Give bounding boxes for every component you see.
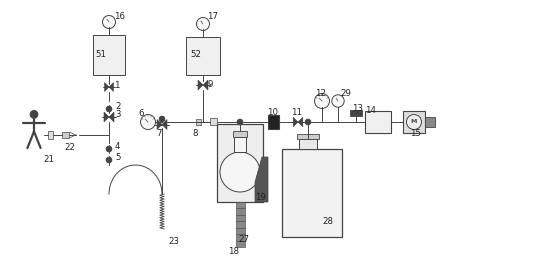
Text: 6: 6: [138, 109, 143, 118]
Circle shape: [102, 15, 116, 29]
Text: 23: 23: [168, 236, 179, 245]
Polygon shape: [157, 120, 162, 130]
Polygon shape: [104, 112, 109, 122]
Polygon shape: [198, 80, 203, 90]
Circle shape: [196, 17, 210, 31]
Text: 4: 4: [115, 142, 121, 151]
Polygon shape: [298, 117, 303, 127]
Text: 10: 10: [267, 108, 278, 117]
Bar: [236, 234, 244, 241]
Text: 28: 28: [322, 217, 333, 226]
Bar: [350, 110, 362, 116]
Circle shape: [106, 157, 112, 163]
Circle shape: [315, 94, 330, 108]
Bar: [210, 118, 217, 125]
Text: 1: 1: [114, 81, 119, 90]
Text: 8: 8: [192, 130, 197, 139]
Bar: [425, 117, 435, 127]
Circle shape: [332, 95, 344, 107]
Text: 5: 5: [115, 152, 121, 161]
Text: 19: 19: [255, 192, 266, 201]
Bar: [217, 124, 263, 202]
Circle shape: [406, 115, 421, 130]
Text: 18: 18: [228, 247, 239, 256]
Bar: [236, 221, 244, 228]
Bar: [233, 131, 247, 137]
Bar: [403, 111, 425, 133]
Polygon shape: [255, 157, 268, 202]
Text: 15: 15: [410, 130, 421, 139]
Bar: [196, 119, 201, 125]
Text: 27: 27: [238, 235, 249, 244]
Text: 21: 21: [43, 154, 54, 163]
Text: 16: 16: [114, 13, 125, 22]
Bar: [236, 208, 244, 215]
Bar: [236, 241, 244, 247]
Bar: [93, 35, 125, 75]
Bar: [236, 202, 244, 208]
Polygon shape: [109, 82, 113, 91]
Polygon shape: [162, 120, 167, 130]
Text: 14: 14: [365, 106, 376, 115]
Bar: [236, 228, 244, 234]
Circle shape: [305, 119, 311, 125]
Bar: [297, 134, 319, 139]
Bar: [299, 139, 317, 149]
Circle shape: [159, 116, 165, 122]
Bar: [236, 215, 244, 221]
Circle shape: [30, 111, 38, 118]
Text: 2: 2: [115, 103, 121, 112]
Polygon shape: [105, 82, 109, 91]
Text: 51: 51: [95, 50, 106, 60]
Polygon shape: [109, 112, 114, 122]
Bar: [62, 132, 69, 138]
Bar: [282, 149, 342, 237]
Circle shape: [220, 152, 260, 192]
Text: 9: 9: [208, 80, 213, 89]
Bar: [365, 111, 391, 133]
Text: 11: 11: [291, 108, 302, 117]
Text: 13: 13: [352, 105, 363, 114]
Text: 3: 3: [115, 111, 121, 120]
Text: 17: 17: [207, 13, 218, 22]
Circle shape: [237, 119, 243, 125]
Text: 22: 22: [64, 143, 75, 152]
Polygon shape: [293, 117, 298, 127]
Text: 29: 29: [340, 89, 351, 98]
Text: 7: 7: [156, 128, 161, 137]
Polygon shape: [203, 80, 208, 90]
Bar: [186, 37, 220, 75]
Circle shape: [140, 115, 155, 130]
Circle shape: [106, 146, 112, 152]
Bar: [48, 131, 53, 139]
Bar: [268, 115, 279, 129]
Text: 52: 52: [190, 50, 201, 60]
Circle shape: [106, 106, 112, 112]
Text: 12: 12: [315, 89, 326, 98]
Bar: [234, 137, 246, 152]
Text: M: M: [411, 120, 417, 124]
